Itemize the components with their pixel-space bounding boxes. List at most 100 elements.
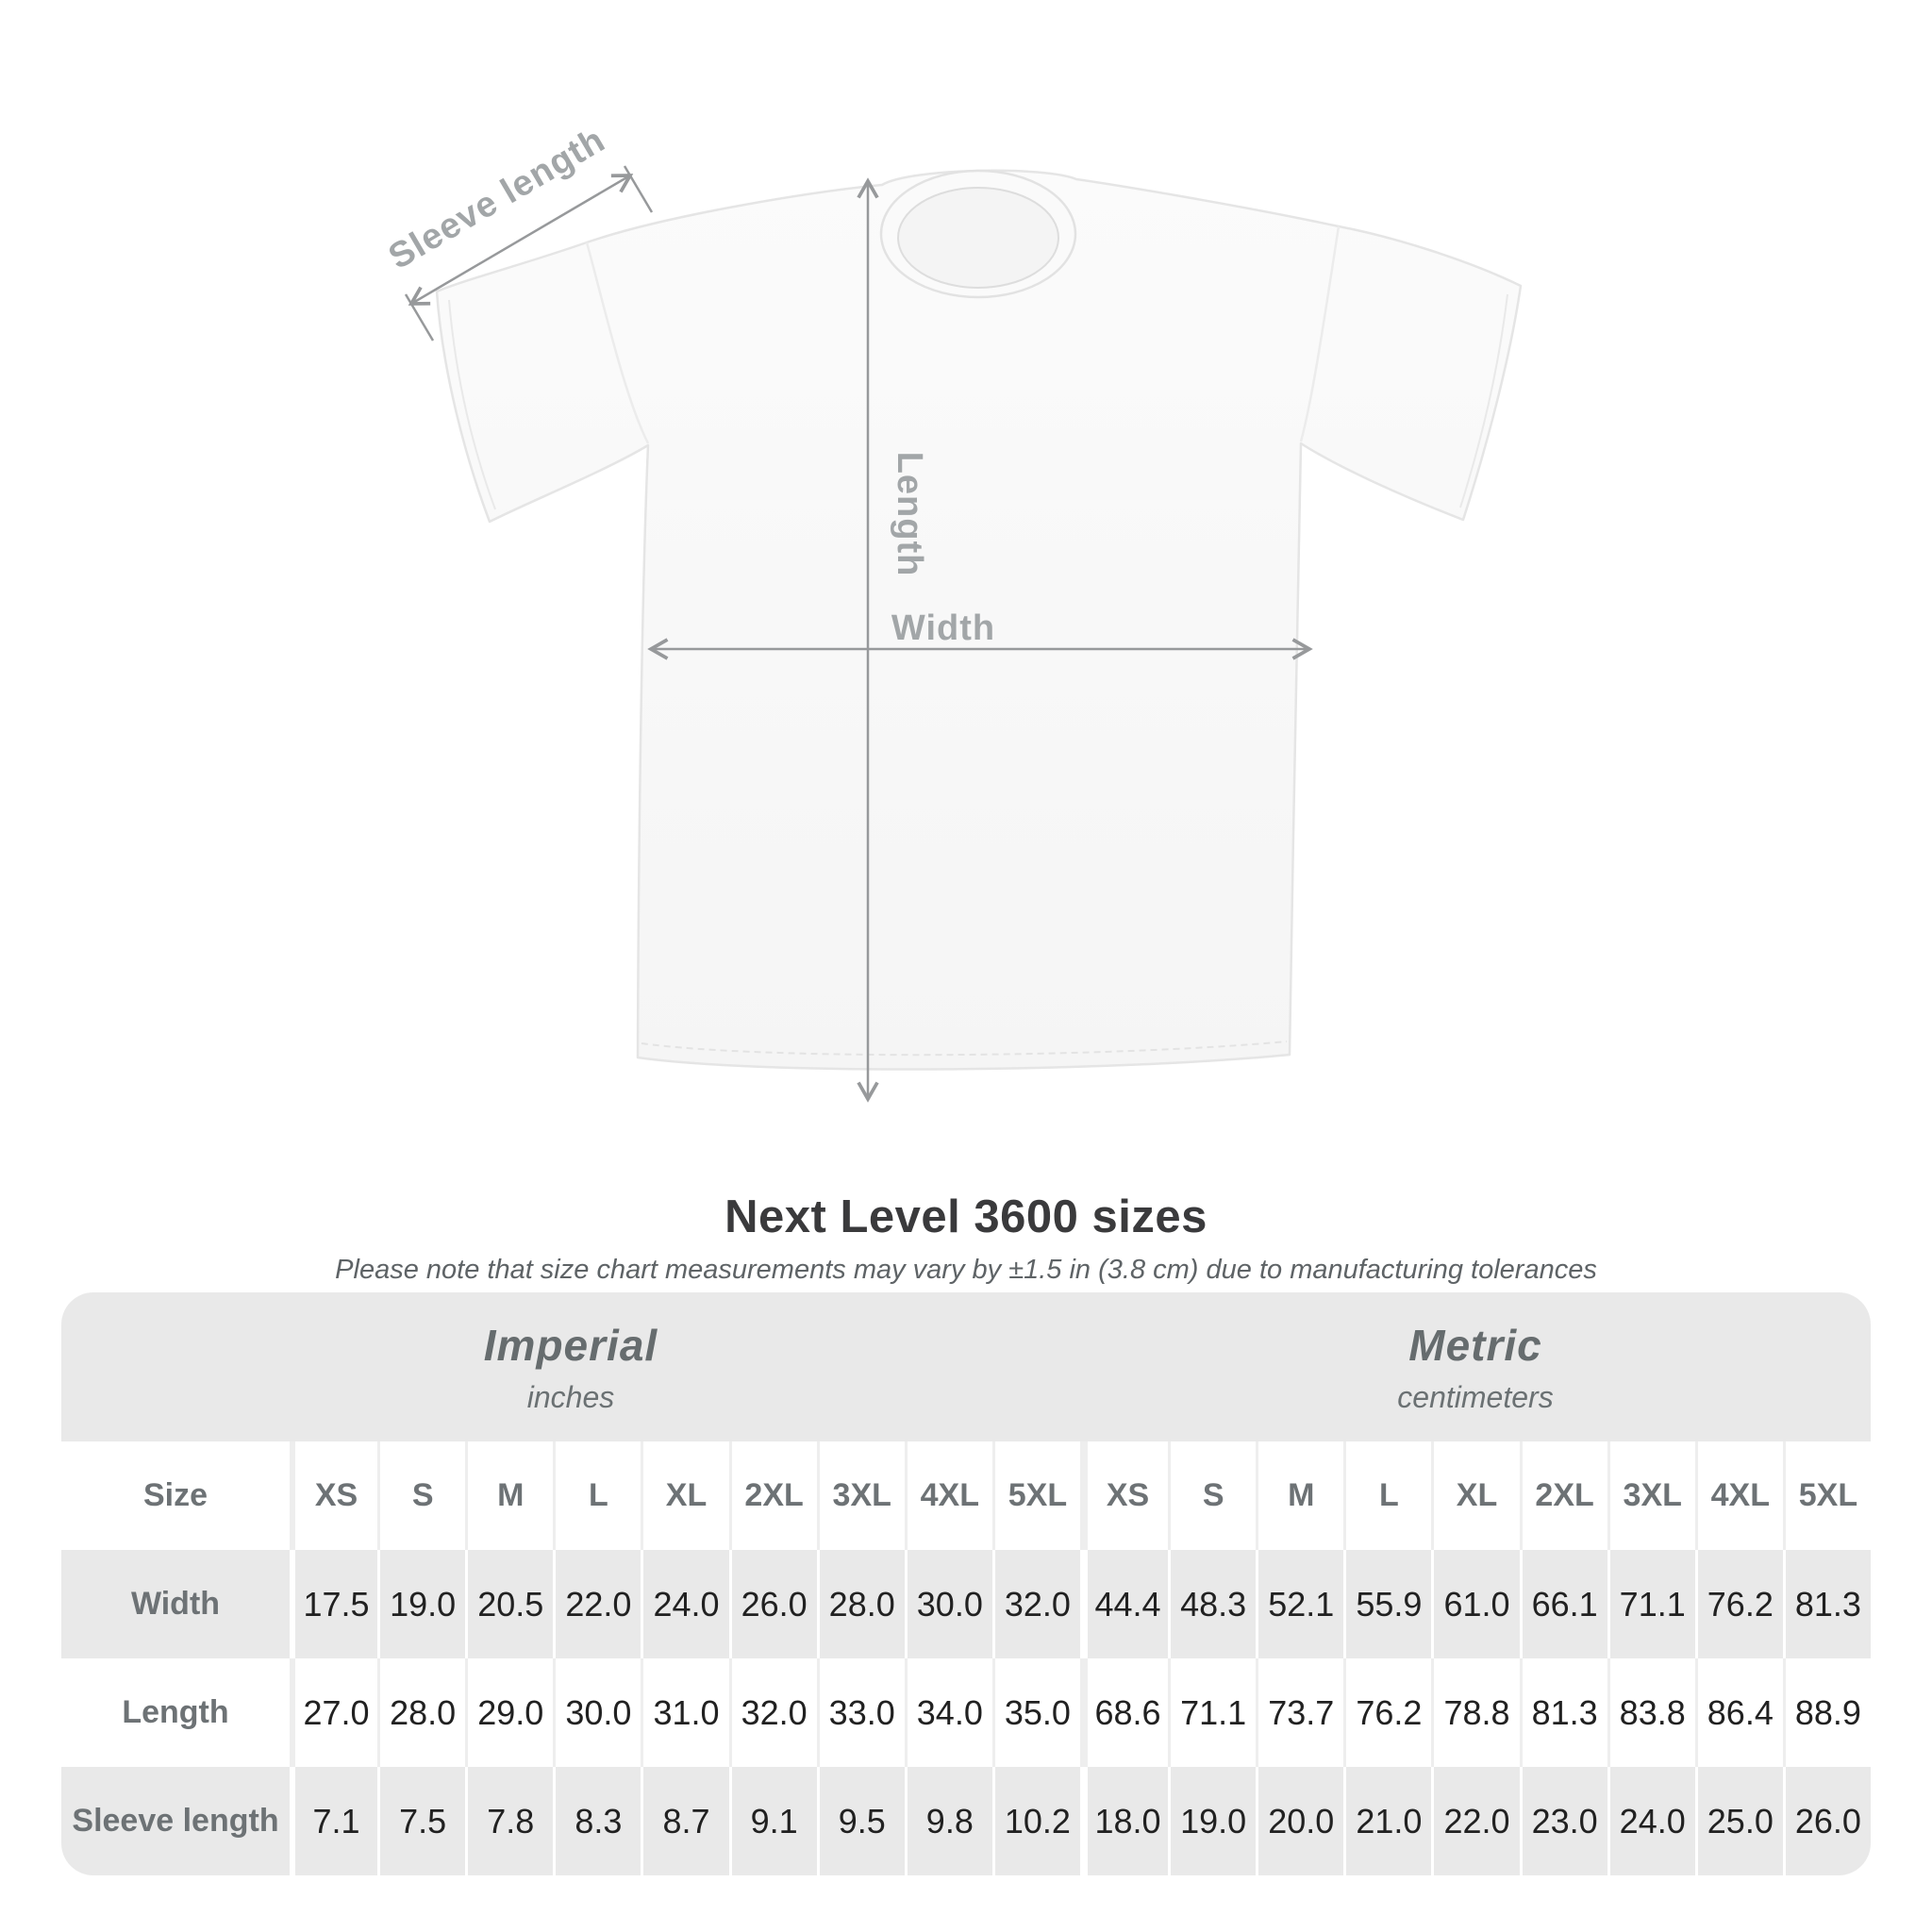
width-label: Width: [891, 608, 995, 648]
tshirt-illustration: [435, 169, 1523, 1071]
length-label: Length: [890, 452, 929, 577]
table-cell: 48.3: [1168, 1550, 1256, 1658]
table-cell: 68.6: [1080, 1658, 1168, 1767]
size-col-header: S: [377, 1441, 465, 1550]
table-cell: 7.5: [377, 1767, 465, 1875]
table-cell: 81.3: [1519, 1658, 1607, 1767]
size-col-header: 5XL: [991, 1441, 1080, 1550]
table-cell: 26.0: [728, 1550, 817, 1658]
table-cell: 71.1: [1168, 1658, 1256, 1767]
measurement-arrows: [404, 165, 1313, 1103]
sleeve-extension-tick-bottom: [404, 293, 435, 341]
table-cell: 9.8: [904, 1767, 992, 1875]
table-cell: 81.3: [1782, 1550, 1871, 1658]
table-cell: 27.0: [290, 1658, 377, 1767]
table-cell: 17.5: [290, 1550, 377, 1658]
table-cell: 73.7: [1256, 1658, 1343, 1767]
table-cell: 9.1: [728, 1767, 817, 1875]
table-cell: 10.2: [991, 1767, 1080, 1875]
unit-group-header: Imperial inches Metric centimeters: [61, 1292, 1871, 1441]
table-cell: 32.0: [991, 1550, 1080, 1658]
size-col-header: XL: [641, 1441, 728, 1550]
table-cell: 34.0: [904, 1658, 992, 1767]
size-col-header: 5XL: [1782, 1441, 1871, 1550]
size-table: Imperial inches Metric centimeters Size …: [61, 1292, 1871, 1875]
imperial-group-name: Imperial: [483, 1320, 658, 1370]
table-cell: 86.4: [1694, 1658, 1783, 1767]
table-row-width: Width 17.5 19.0 20.5 22.0 24.0 26.0 28.0…: [61, 1550, 1871, 1658]
size-col-header: XS: [290, 1441, 377, 1550]
table-cell: 25.0: [1694, 1767, 1783, 1875]
table-cell: 18.0: [1080, 1767, 1168, 1875]
collar-opening: [897, 187, 1059, 289]
imperial-group-header: Imperial inches: [61, 1292, 1080, 1441]
size-col-header: XL: [1431, 1441, 1519, 1550]
size-col-header: 3XL: [816, 1441, 905, 1550]
table-cell: 22.0: [553, 1550, 641, 1658]
row-label: Width: [130, 1586, 221, 1622]
table-row-sleeve-length: Sleeve length 7.1 7.5 7.8 8.3 8.7 9.1 9.…: [61, 1767, 1871, 1875]
table-cell: 76.2: [1694, 1550, 1783, 1658]
table-cell: 20.0: [1256, 1767, 1343, 1875]
size-col-header: 4XL: [904, 1441, 992, 1550]
size-col-header: L: [1343, 1441, 1431, 1550]
table-row-length: Length 27.0 28.0 29.0 30.0 31.0 32.0 33.…: [61, 1658, 1871, 1767]
table-cell: 19.0: [1168, 1767, 1256, 1875]
sleeve-length-arrow: [408, 174, 634, 306]
page-title: Next Level 3600 sizes: [724, 1191, 1208, 1242]
table-cell: 7.8: [465, 1767, 553, 1875]
size-col-header: M: [465, 1441, 553, 1550]
table-cell: 24.0: [641, 1550, 728, 1658]
table-cell: 30.0: [904, 1550, 992, 1658]
table-cell: 9.5: [816, 1767, 905, 1875]
table-cell: 20.5: [465, 1550, 553, 1658]
table-cell: 55.9: [1343, 1550, 1431, 1658]
size-col-header: S: [1168, 1441, 1256, 1550]
table-cell: 7.1: [290, 1767, 377, 1875]
table-cell: 76.2: [1343, 1658, 1431, 1767]
table-cell: 31.0: [641, 1658, 728, 1767]
tshirt-diagram: Sleeve length Length Width: [382, 120, 1523, 1103]
table-cell: 88.9: [1782, 1658, 1871, 1767]
size-col-header: 3XL: [1607, 1441, 1695, 1550]
table-cell: 52.1: [1256, 1550, 1343, 1658]
table-cell: 23.0: [1519, 1767, 1607, 1875]
table-cell: 21.0: [1343, 1767, 1431, 1875]
table-cell: 8.7: [641, 1767, 728, 1875]
table-cell: 29.0: [465, 1658, 553, 1767]
size-col-header: 4XL: [1694, 1441, 1783, 1550]
table-cell: 28.0: [816, 1550, 905, 1658]
table-cell: 35.0: [991, 1658, 1080, 1767]
size-col-header: M: [1256, 1441, 1343, 1550]
row-label: Length: [122, 1694, 229, 1730]
table-cell: 8.3: [553, 1767, 641, 1875]
table-cell: 66.1: [1519, 1550, 1607, 1658]
table-cell: 78.8: [1431, 1658, 1519, 1767]
size-col-header: XS: [1080, 1441, 1168, 1550]
size-col-header: 2XL: [728, 1441, 817, 1550]
table-cell: 22.0: [1431, 1767, 1519, 1875]
table-cell: 44.4: [1080, 1550, 1168, 1658]
sleeve-extension-tick-top: [623, 165, 654, 213]
imperial-group-unit: inches: [526, 1379, 615, 1414]
size-header-label: Size: [142, 1477, 208, 1513]
table-cell: 32.0: [728, 1658, 817, 1767]
table-cell: 83.8: [1607, 1658, 1695, 1767]
size-header-row: Size XS S M L XL 2XL 3XL 4XL 5XL XS S M …: [61, 1441, 1871, 1550]
metric-group-unit: centimeters: [1397, 1379, 1554, 1414]
table-cell: 61.0: [1431, 1550, 1519, 1658]
metric-group-header: Metric centimeters: [1080, 1292, 1871, 1441]
table-cell: 26.0: [1782, 1767, 1871, 1875]
table-cell: 28.0: [377, 1658, 465, 1767]
row-label: Sleeve length: [72, 1803, 279, 1839]
size-col-header: 2XL: [1519, 1441, 1607, 1550]
table-cell: 30.0: [553, 1658, 641, 1767]
table-cell: 71.1: [1607, 1550, 1695, 1658]
table-cell: 19.0: [377, 1550, 465, 1658]
size-col-header: L: [553, 1441, 641, 1550]
table-cell: 24.0: [1607, 1767, 1695, 1875]
metric-group-name: Metric: [1408, 1320, 1542, 1370]
table-cell: 33.0: [816, 1658, 905, 1767]
tolerance-note: Please note that size chart measurements…: [335, 1255, 1597, 1285]
